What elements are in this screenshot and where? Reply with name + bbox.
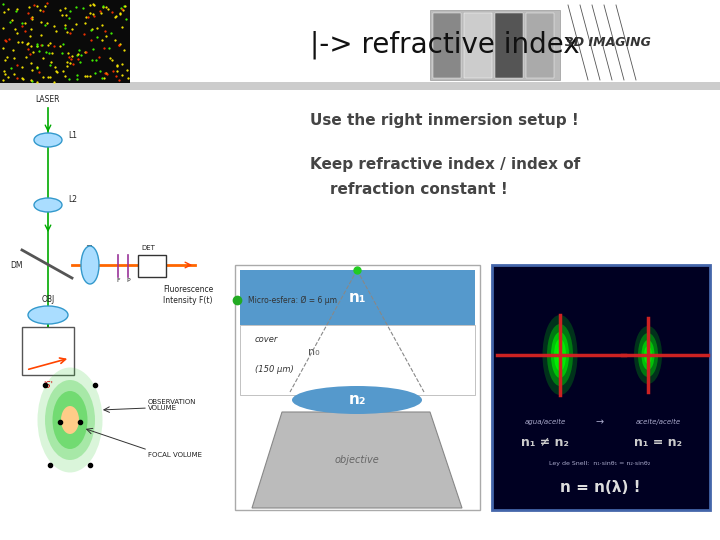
Bar (0, 82, 720, 90)
Ellipse shape (292, 386, 422, 414)
Text: F: F (116, 278, 120, 283)
Ellipse shape (554, 339, 566, 371)
Ellipse shape (551, 332, 569, 378)
Text: FOCAL VOLUME: FOCAL VOLUME (148, 452, 202, 458)
Ellipse shape (28, 306, 68, 324)
Bar (464, 13, 492, 78)
Text: agua/aceite: agua/aceite (524, 419, 566, 425)
Text: Fluorescence
Intensity F(t): Fluorescence Intensity F(t) (163, 285, 213, 305)
Text: DM: DM (10, 260, 22, 269)
Ellipse shape (34, 133, 62, 147)
Text: P: P (126, 278, 130, 283)
Text: (150 µm): (150 µm) (255, 366, 294, 375)
Ellipse shape (638, 333, 658, 377)
Text: aceite/aceite: aceite/aceite (636, 419, 680, 425)
Ellipse shape (34, 198, 62, 212)
Ellipse shape (634, 326, 662, 384)
Text: L1: L1 (68, 131, 77, 139)
Text: L2: L2 (68, 195, 77, 205)
Text: objective: objective (335, 455, 379, 465)
Text: Micro-esfera: Ø = 6 µm: Micro-esfera: Ø = 6 µm (248, 295, 337, 305)
Text: Use the right inmersion setup !: Use the right inmersion setup ! (310, 112, 579, 127)
Bar (138, 255, 166, 277)
Bar (430, 10, 560, 80)
Ellipse shape (45, 380, 95, 460)
Bar (22, 327, 74, 375)
Ellipse shape (559, 351, 562, 359)
Ellipse shape (53, 391, 88, 449)
Ellipse shape (547, 324, 573, 386)
Ellipse shape (37, 368, 102, 472)
Ellipse shape (61, 406, 79, 434)
Text: n₁ ≠ n₂: n₁ ≠ n₂ (521, 436, 569, 449)
Text: n₀: n₀ (308, 347, 320, 357)
Bar (433, 13, 461, 78)
Text: |-> refractive index: |-> refractive index (310, 31, 580, 59)
Text: OBSERVATION
VOLUME: OBSERVATION VOLUME (148, 399, 197, 411)
Text: LASER: LASER (36, 96, 60, 105)
Text: OBJ: OBJ (41, 295, 55, 305)
Bar (526, 13, 554, 78)
Ellipse shape (646, 350, 650, 360)
Text: →: → (596, 417, 604, 427)
Ellipse shape (81, 246, 99, 284)
Ellipse shape (642, 340, 654, 370)
Text: Ley de Snell:  n₁·sinθ₁ = n₂·sinθ₂: Ley de Snell: n₁·sinθ₁ = n₂·sinθ₂ (549, 462, 651, 467)
Ellipse shape (542, 315, 577, 395)
Text: n₁ = n₂: n₁ = n₂ (634, 436, 682, 449)
Ellipse shape (647, 353, 649, 357)
Text: 3D IMAGING: 3D IMAGING (565, 37, 651, 50)
Text: TL: TL (86, 245, 94, 251)
Text: Keep refractive index / index of: Keep refractive index / index of (310, 158, 580, 172)
Bar (240, 270, 475, 325)
Text: n = n(λ) !: n = n(λ) ! (559, 481, 640, 496)
Bar (240, 325, 475, 395)
Bar (235, 265, 480, 510)
Bar (0, 0, 130, 83)
Text: cover: cover (255, 335, 279, 345)
Text: n₂: n₂ (348, 393, 366, 408)
Text: 'S': 'S' (43, 381, 53, 389)
Text: DET: DET (141, 245, 155, 251)
Text: n₁: n₁ (348, 289, 366, 305)
Bar (492, 265, 710, 510)
Text: refraction constant !: refraction constant ! (330, 183, 508, 198)
Ellipse shape (557, 346, 563, 364)
Polygon shape (252, 412, 462, 508)
Bar (495, 13, 523, 78)
Ellipse shape (644, 346, 652, 364)
